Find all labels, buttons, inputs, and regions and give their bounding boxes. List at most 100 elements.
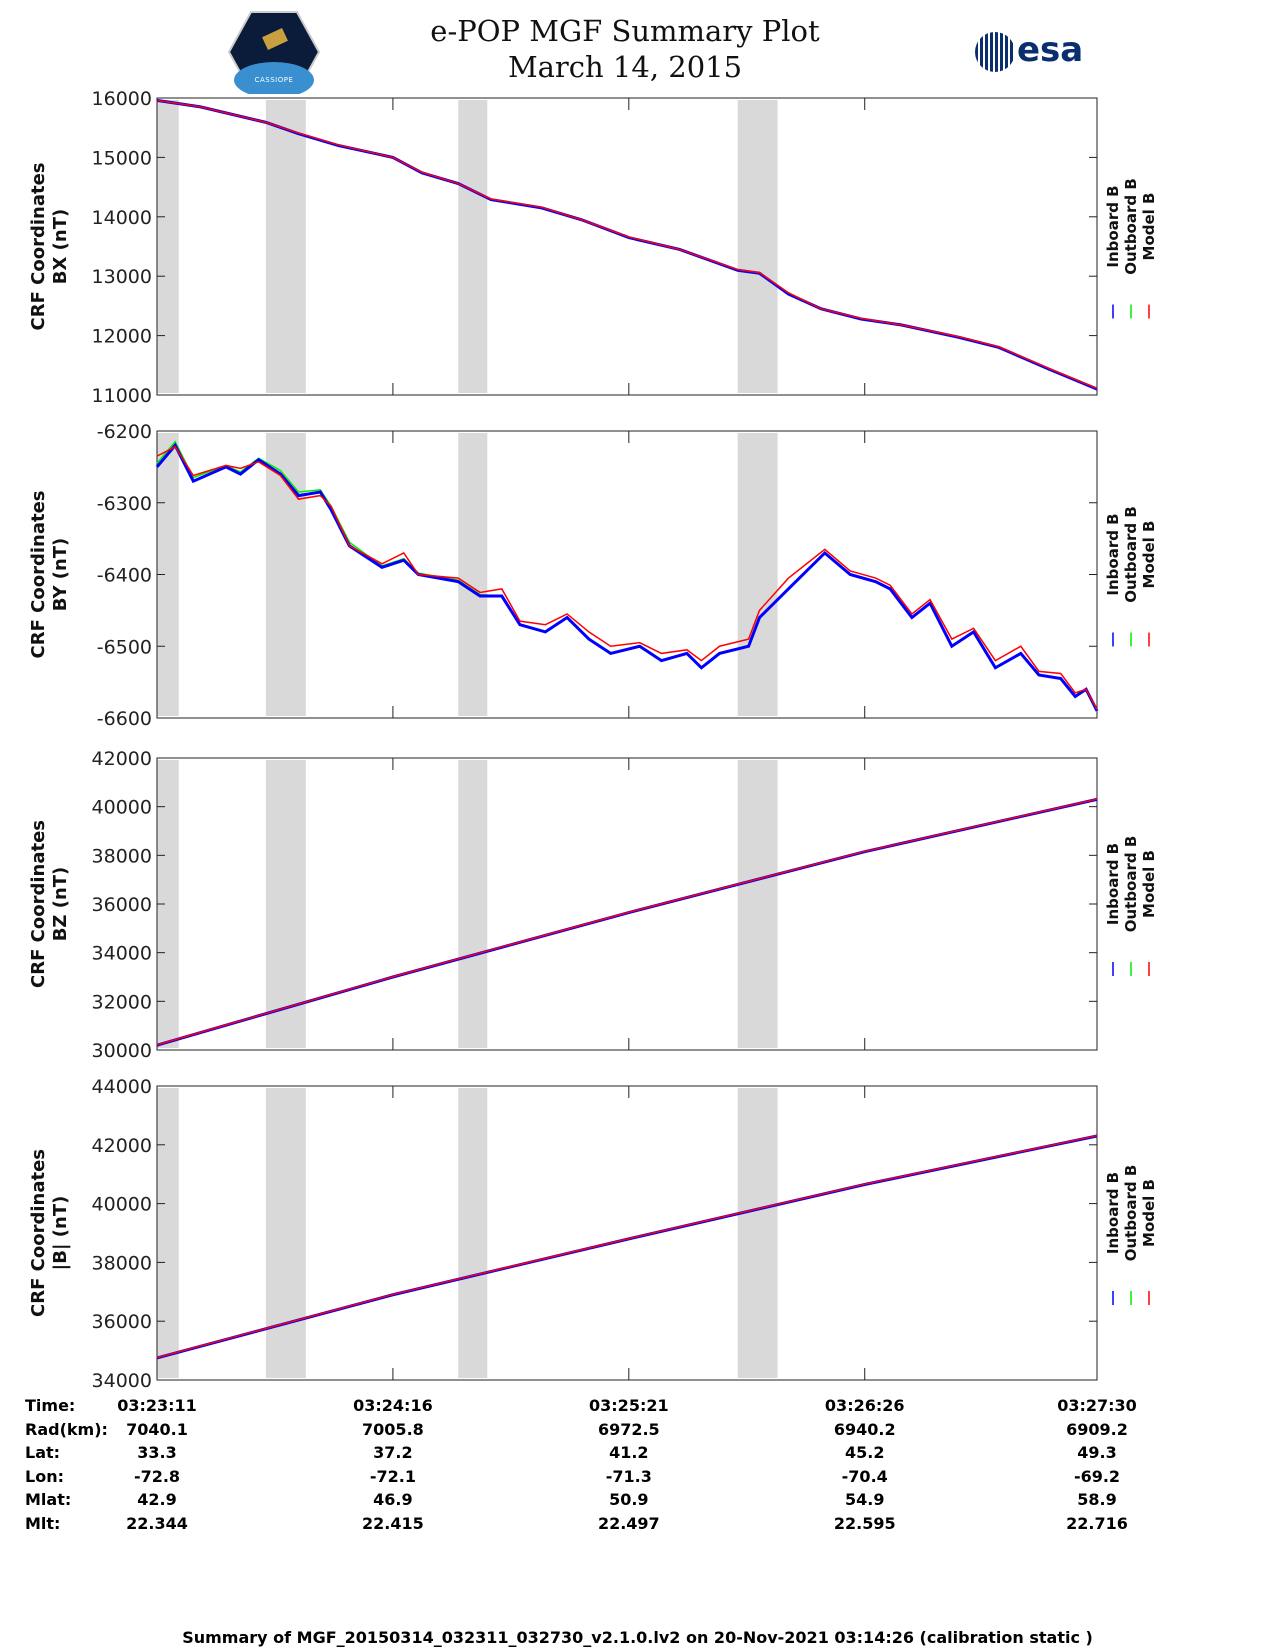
- y-tick-label: 38000: [92, 845, 152, 867]
- table-cell: -70.4: [841, 1466, 888, 1486]
- series-model-b: [156, 1134, 1098, 1359]
- table-cell: 58.9: [1077, 1490, 1117, 1509]
- y-tick-label: 34000: [92, 1370, 152, 1392]
- series-model-b: [156, 445, 1098, 710]
- data-gap-band: [458, 1088, 488, 1378]
- y-tick-label: 42000: [92, 748, 152, 770]
- row-label: Mlat:: [25, 1490, 72, 1509]
- table-cell: -69.2: [1073, 1466, 1121, 1486]
- mission-logo-text: CASSIOPE: [254, 76, 294, 84]
- y-tick-label: -6400: [97, 565, 152, 587]
- y-axis-label: BZ (nT): [50, 867, 71, 942]
- series-inboard-b: [155, 442, 1099, 712]
- y-axis-label: CRF Coordinates: [28, 1149, 49, 1317]
- y-tick-label: 14000: [92, 207, 152, 229]
- y-tick-label: 38000: [92, 1252, 152, 1274]
- row-label: Mlt:: [25, 1513, 61, 1533]
- data-gap-band: [157, 100, 179, 393]
- legend-label: Inboard B: [1104, 513, 1122, 595]
- data-gap-band: [157, 760, 179, 1048]
- table-cell: 03:27:30: [1057, 1396, 1137, 1415]
- y-tick-label: 13000: [92, 266, 152, 288]
- esa-globe-icon: [975, 31, 1015, 72]
- legend-label: Outboard B: [1122, 836, 1140, 933]
- series-model-b: [156, 798, 1098, 1046]
- y-axis-label: CRF Coordinates: [28, 491, 49, 659]
- y-tick-label: 34000: [92, 943, 152, 965]
- table-cell: 22.497: [597, 1513, 660, 1533]
- legend-label: Inboard B: [1104, 843, 1122, 925]
- cassiope-mission-logo: CASSIOPE: [227, 10, 321, 98]
- data-gap-band: [737, 100, 778, 393]
- data-gap-band: [458, 100, 488, 393]
- panel-2: 30000 32000 34000 36000 38000 40000 42000 CRF C…: [28, 748, 1158, 1062]
- y-axis-label: BX (nT): [50, 209, 71, 284]
- legend-label: Model B: [1140, 521, 1158, 589]
- y-tick-label: 44000: [92, 1076, 152, 1098]
- y-tick-label: 12000: [92, 326, 152, 348]
- y-axis-label: |B| (nT): [50, 1196, 71, 1271]
- footer-caption: Summary of MGF_20150314_032311_032730_v2…: [182, 1628, 1093, 1647]
- table-cell: -72.8: [133, 1466, 181, 1486]
- table-cell: 6972.5: [597, 1419, 660, 1439]
- data-gap-band: [157, 433, 179, 716]
- plot-title: e-POP MGF Summary Plot: [430, 14, 820, 48]
- y-tick-label: 11000: [92, 385, 152, 407]
- legend-label: Model B: [1140, 850, 1158, 918]
- y-tick-label: 40000: [92, 1194, 152, 1216]
- table-cell: 49.3: [1077, 1443, 1117, 1462]
- data-gap-band: [157, 1088, 179, 1378]
- row-label: Lon:: [25, 1466, 64, 1486]
- row-label: Rad(km):: [25, 1419, 108, 1439]
- table-cell: 22.415: [362, 1513, 424, 1533]
- data-gap-band: [265, 760, 306, 1048]
- y-tick-label: 16000: [92, 88, 152, 110]
- table-cell: 41.2: [609, 1443, 649, 1462]
- data-gap-band: [265, 433, 306, 716]
- data-gap-band: [458, 760, 488, 1048]
- y-tick-label: 30000: [92, 1040, 152, 1062]
- y-tick-label: -6200: [97, 421, 152, 443]
- plot-frame: [156, 1085, 1098, 1381]
- table-cell: 50.9: [609, 1490, 649, 1509]
- y-tick-label: -6300: [97, 493, 152, 515]
- table-cell: -72.1: [369, 1466, 416, 1486]
- table-cell: 03:24:16: [353, 1396, 433, 1415]
- data-gap-band: [737, 760, 778, 1048]
- y-tick-label: -6600: [97, 708, 152, 730]
- table-cell: 03:23:11: [117, 1396, 197, 1415]
- legend-label: Outboard B: [1122, 1165, 1140, 1262]
- y-axis-label: CRF Coordinates: [28, 163, 49, 331]
- table-cell: 37.2: [373, 1443, 413, 1462]
- legend-label: Model B: [1140, 1179, 1158, 1247]
- y-tick-label: 36000: [92, 894, 152, 916]
- legend-label: Inboard B: [1104, 1172, 1122, 1254]
- legend-label: Outboard B: [1122, 178, 1140, 275]
- y-tick-label: 42000: [92, 1135, 152, 1157]
- data-gap-band: [737, 433, 778, 716]
- series-model-b: [156, 99, 1098, 390]
- table-cell: 03:26:26: [824, 1396, 905, 1415]
- table-cell: -71.3: [605, 1466, 652, 1486]
- table-cell: 6909.2: [1066, 1419, 1128, 1439]
- table-cell: 46.9: [373, 1490, 413, 1509]
- legend-label: Outboard B: [1122, 506, 1140, 603]
- table-cell: 22.344: [126, 1513, 188, 1533]
- plot-frame: [156, 97, 1098, 396]
- data-gap-band: [737, 1088, 778, 1378]
- y-axis-label: BY (nT): [50, 538, 71, 612]
- legend-label: Model B: [1140, 193, 1158, 261]
- plot-date: March 14, 2015: [507, 50, 743, 84]
- table-cell: 7040.1: [126, 1419, 188, 1439]
- table-cell: 7005.8: [362, 1419, 424, 1439]
- panel-3: 34000 36000 38000 40000 42000 44000 CRF Coordi…: [28, 1076, 1158, 1392]
- satellite-emblem-icon: [227, 11, 321, 98]
- y-tick-label: 40000: [92, 797, 152, 819]
- table-cell: 22.595: [833, 1513, 896, 1533]
- y-tick-label: 15000: [92, 147, 152, 169]
- legend-label: Inboard B: [1104, 185, 1122, 267]
- y-tick-label: 36000: [92, 1311, 152, 1333]
- table-cell: 45.2: [844, 1443, 885, 1462]
- data-gap-band: [265, 100, 306, 393]
- panel-0: 11000 12000 13000 14000 15000 16000 CRF Coordi…: [28, 88, 1158, 407]
